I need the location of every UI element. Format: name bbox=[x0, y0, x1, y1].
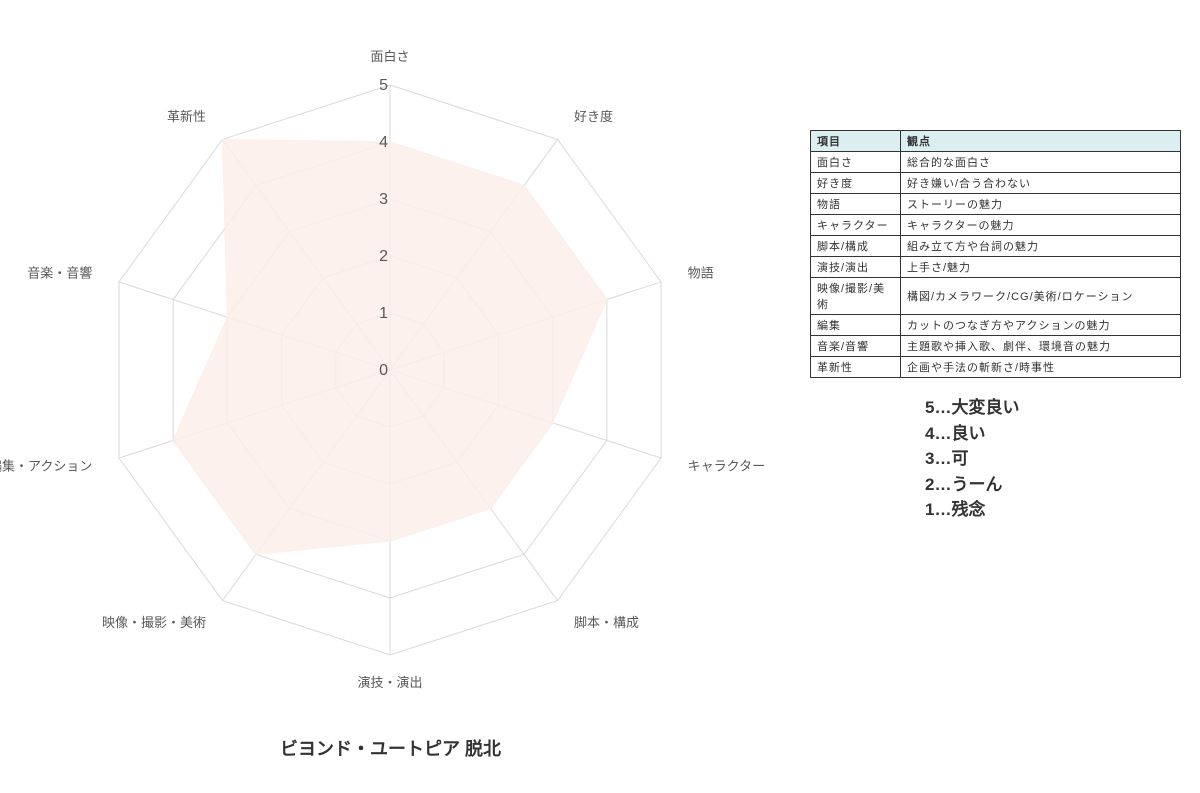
table-cell-item: 好き度 bbox=[811, 173, 901, 194]
scale-item: 2…うーん bbox=[925, 472, 1019, 498]
table-row: 好き度好き嫌い/合う合わない bbox=[811, 173, 1181, 194]
table-cell-desc: ストーリーの魅力 bbox=[901, 194, 1181, 215]
table-cell-desc: 総合的な面白さ bbox=[901, 152, 1181, 173]
table-cell-item: 物語 bbox=[811, 194, 901, 215]
radar-chart-container: 0 1 2 3 4 5 面白さ好き度物語キャラクター脚本・構成演技・演出 映像・撮影・美術 編集… bbox=[0, 0, 780, 720]
table-cell-item: 音楽/音響 bbox=[811, 336, 901, 357]
table-row: 編集カットのつなぎ方やアクションの魅力 bbox=[811, 315, 1181, 336]
axis-label: 好き度 bbox=[574, 109, 613, 124]
axis-label: 革新性 bbox=[167, 109, 206, 124]
table-cell-item: 革新性 bbox=[811, 357, 901, 378]
radar-chart-svg: 0 1 2 3 4 5 面白さ好き度物語キャラクター脚本・構成演技・演出 映像・撮影・美術 編集… bbox=[0, 0, 780, 720]
table-row: 革新性企画や手法の斬新さ/時事性 bbox=[811, 357, 1181, 378]
chart-title: ビヨンド・ユートピア 脱北 bbox=[280, 735, 501, 761]
table-cell-desc: カットのつなぎ方やアクションの魅力 bbox=[901, 315, 1181, 336]
axis-label: 脚本・構成 bbox=[574, 615, 639, 630]
table-cell-desc: 企画や手法の斬新さ/時事性 bbox=[901, 357, 1181, 378]
table-cell-item: 映像/撮影/美術 bbox=[811, 278, 901, 315]
scale-legend: 5…大変良い4…良い3…可2…うーん1…残念 bbox=[925, 395, 1019, 523]
data-polygon bbox=[173, 139, 607, 554]
table-cell-desc: キャラクターの魅力 bbox=[901, 215, 1181, 236]
axis-label: 編集・アクション bbox=[0, 459, 92, 474]
scale-item: 1…残念 bbox=[925, 497, 1019, 523]
tick-label: 5 bbox=[379, 77, 388, 94]
table-header-col1: 項目 bbox=[811, 131, 901, 152]
table-cell-item: キャラクター bbox=[811, 215, 901, 236]
tick-label: 2 bbox=[379, 248, 388, 265]
axis-label: 映像・撮影・美術 bbox=[102, 615, 206, 630]
table-row: 物語ストーリーの魅力 bbox=[811, 194, 1181, 215]
tick-label: 1 bbox=[379, 305, 388, 322]
scale-item: 3…可 bbox=[925, 446, 1019, 472]
table-row: 音楽/音響主題歌や挿入歌、劇伴、環境音の魅力 bbox=[811, 336, 1181, 357]
table-row: 脚本/構成組み立て方や台詞の魅力 bbox=[811, 236, 1181, 257]
axis-label: 音楽・音響 bbox=[27, 265, 92, 280]
table-cell-desc: 構図/カメラワーク/CG/美術/ロケーション bbox=[901, 278, 1181, 315]
table-cell-desc: 組み立て方や台詞の魅力 bbox=[901, 236, 1181, 257]
table-row: 演技/演出上手さ/魅力 bbox=[811, 257, 1181, 278]
table-cell-item: 演技/演出 bbox=[811, 257, 901, 278]
tick-label: 3 bbox=[379, 191, 388, 208]
tick-label: 4 bbox=[379, 134, 388, 151]
table-row: キャラクターキャラクターの魅力 bbox=[811, 215, 1181, 236]
table-cell-desc: 上手さ/魅力 bbox=[901, 257, 1181, 278]
scale-item: 4…良い bbox=[925, 421, 1019, 447]
tick-label: 0 bbox=[379, 362, 388, 379]
table-cell-desc: 好き嫌い/合う合わない bbox=[901, 173, 1181, 194]
scale-item: 5…大変良い bbox=[925, 395, 1019, 421]
table-cell-item: 脚本/構成 bbox=[811, 236, 901, 257]
axis-label: キャラクター bbox=[688, 459, 765, 474]
axis-label: 物語 bbox=[688, 265, 714, 280]
table-header-row: 項目 観点 bbox=[811, 131, 1181, 152]
table-row: 面白さ総合的な面白さ bbox=[811, 152, 1181, 173]
criteria-table: 項目 観点 面白さ総合的な面白さ好き度好き嫌い/合う合わない物語ストーリーの魅力… bbox=[810, 130, 1181, 378]
table-cell-item: 面白さ bbox=[811, 152, 901, 173]
axis-label: 面白さ bbox=[370, 49, 409, 64]
axis-label: 演技・演出 bbox=[357, 675, 422, 690]
table-cell-item: 編集 bbox=[811, 315, 901, 336]
table-header-col2: 観点 bbox=[901, 131, 1181, 152]
table-row: 映像/撮影/美術構図/カメラワーク/CG/美術/ロケーション bbox=[811, 278, 1181, 315]
table-cell-desc: 主題歌や挿入歌、劇伴、環境音の魅力 bbox=[901, 336, 1181, 357]
